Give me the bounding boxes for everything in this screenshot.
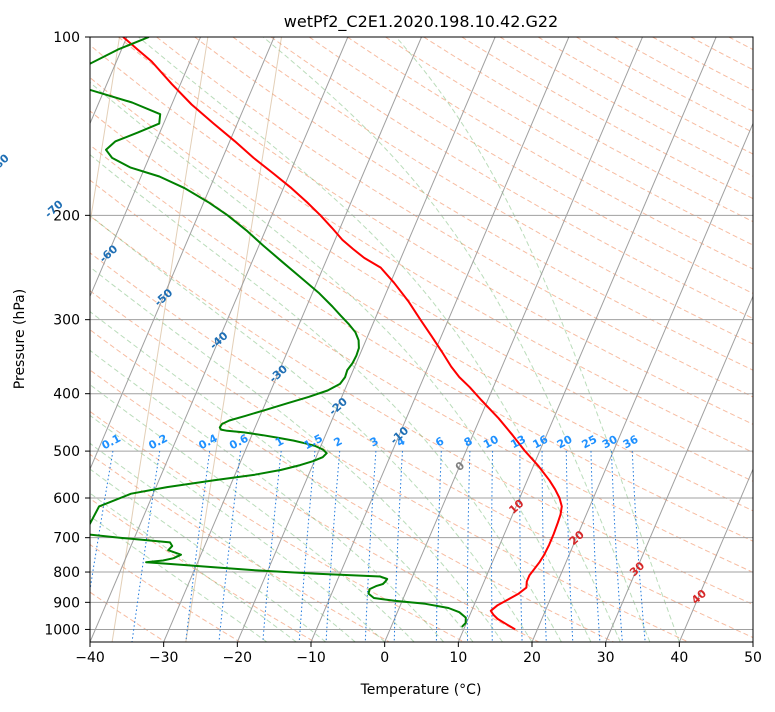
y-tick-label: 200 — [53, 208, 80, 224]
y-tick-label: 700 — [53, 531, 80, 547]
y-tick-label: 400 — [53, 387, 80, 403]
x-tick-label: 50 — [744, 650, 762, 666]
y-tick-label: 1000 — [44, 622, 80, 638]
y-tick-label: 100 — [53, 30, 80, 46]
x-axis-label: Temperature (°C) — [360, 682, 482, 698]
y-axis-label: Pressure (hPa) — [12, 289, 28, 389]
y-tick-label: 900 — [53, 595, 80, 611]
x-tick-label: 20 — [523, 650, 541, 666]
isotherm-label: -80 — [0, 151, 12, 174]
dry-adiabat — [767, 37, 775, 642]
y-tick-label: 300 — [53, 313, 80, 329]
isotherm-line — [753, 37, 775, 642]
x-tick-label: 30 — [597, 650, 615, 666]
x-tick-label: −20 — [223, 650, 253, 666]
x-tick-label: −30 — [149, 650, 179, 666]
chart-title: wetPf2_C2E1.2020.198.10.42.G22 — [284, 12, 558, 32]
y-tick-label: 800 — [53, 565, 80, 581]
x-tick-label: 40 — [670, 650, 688, 666]
x-tick-label: −40 — [75, 650, 105, 666]
x-tick-label: 10 — [449, 650, 467, 666]
y-tick-label: 500 — [53, 444, 80, 460]
plot-background — [90, 37, 753, 642]
x-tick-label: −10 — [296, 650, 326, 666]
y-tick-label: 600 — [53, 491, 80, 507]
x-tick-label: 0 — [380, 650, 389, 666]
